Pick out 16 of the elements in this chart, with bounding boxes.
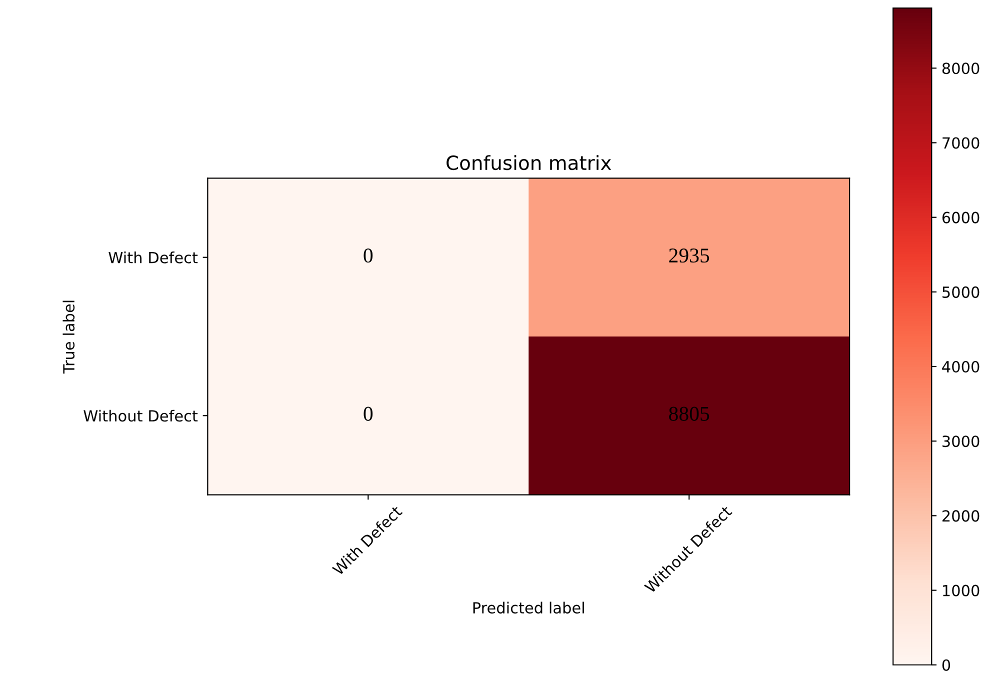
data-label: 0 — [364, 406, 373, 421]
color-bar-label: 2000 — [942, 510, 980, 522]
color-bar-label: 7000 — [942, 137, 980, 149]
color-bar-label: 3000 — [942, 436, 980, 448]
x-axis-title: Predicted label — [473, 602, 584, 614]
color-bar-label: 6000 — [942, 212, 980, 224]
color-bar-label: 8000 — [942, 62, 980, 74]
y-axis-title: True label — [62, 300, 75, 374]
color-bar-label: 0 — [942, 659, 950, 671]
data-label: 8805 — [669, 406, 710, 421]
data-label: 2935 — [669, 248, 710, 263]
data-label: 0 — [364, 248, 373, 263]
color-bar-label: 1000 — [943, 584, 980, 596]
color-bar-label: 5000 — [942, 286, 980, 298]
color-bar-label: 4000 — [942, 360, 980, 373]
chart-title: Confusion matrix — [446, 155, 612, 170]
